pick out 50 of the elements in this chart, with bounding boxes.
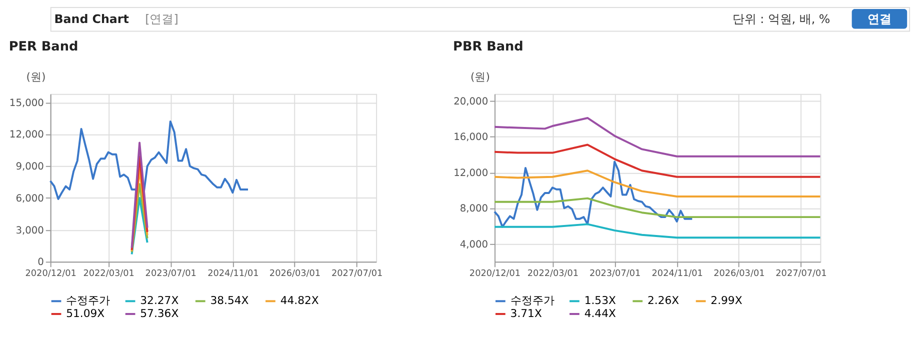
x-tick-label: 2027/07/01	[776, 268, 827, 279]
legend-label: 4.44X	[584, 306, 616, 320]
y-axis-title: (원)	[470, 70, 490, 84]
x-tick-label: 2020/12/01	[25, 268, 76, 279]
y-tick-label: 15,000	[9, 98, 44, 109]
y-axis-title: (원)	[26, 70, 46, 84]
x-tick-label: 2024/11/01	[208, 268, 259, 279]
x-tick-label: 2024/11/01	[652, 268, 703, 279]
y-tick-label: 12,000	[454, 168, 488, 179]
y-tick-label: 4,000	[460, 239, 488, 250]
y-tick-label: 16,000	[454, 132, 488, 144]
line-series	[494, 116, 822, 158]
line-series	[494, 197, 822, 218]
text: 단위 : 억원, 배, %	[732, 12, 830, 26]
legend-label: 2.26X	[648, 294, 680, 308]
legend-label: 38.54X	[210, 294, 250, 308]
legend-label: 3.71X	[510, 306, 542, 320]
legend-label: 수정주가	[510, 294, 554, 308]
line-series	[49, 120, 249, 200]
legend-label: 44.82X	[280, 294, 320, 308]
x-tick-label: 2026/03/01	[269, 268, 321, 279]
y-tick-label: 12,000	[9, 130, 44, 141]
legend-label: 32.27X	[140, 294, 180, 308]
line-series	[494, 160, 694, 228]
x-tick-label: 2020/12/01	[469, 268, 521, 279]
legend-label: 수정주가	[66, 294, 110, 308]
y-tick-label: 20,000	[454, 96, 488, 108]
x-tick-label: 2027/07/01	[331, 268, 383, 279]
line-series	[494, 223, 822, 239]
y-tick-label: 9,000	[16, 162, 44, 173]
legend-label: 57.36X	[140, 306, 180, 320]
line-series	[494, 170, 822, 198]
x-tick-label: 2023/07/01	[589, 268, 641, 279]
line-series	[494, 144, 822, 178]
legend-label: 51.09X	[66, 306, 106, 320]
x-tick-label: 2026/03/01	[714, 268, 765, 279]
chart-title: PBR Band	[453, 39, 524, 54]
y-tick-label: 0	[38, 257, 44, 268]
text: Band Chart	[54, 12, 130, 26]
x-tick-label: 2022/03/01	[527, 268, 579, 279]
text: 연결	[867, 12, 892, 26]
x-tick-label: 2022/03/01	[83, 268, 134, 279]
text: [연결]	[145, 12, 178, 26]
y-tick-label: 3,000	[16, 225, 44, 236]
legend-label: 1.53X	[584, 294, 616, 308]
legend-label: 2.99X	[710, 294, 743, 308]
y-tick-label: 8,000	[460, 204, 488, 215]
x-tick-label: 2023/07/01	[145, 268, 196, 279]
chart-title: PER Band	[8, 39, 78, 54]
y-tick-label: 6,000	[16, 193, 44, 204]
